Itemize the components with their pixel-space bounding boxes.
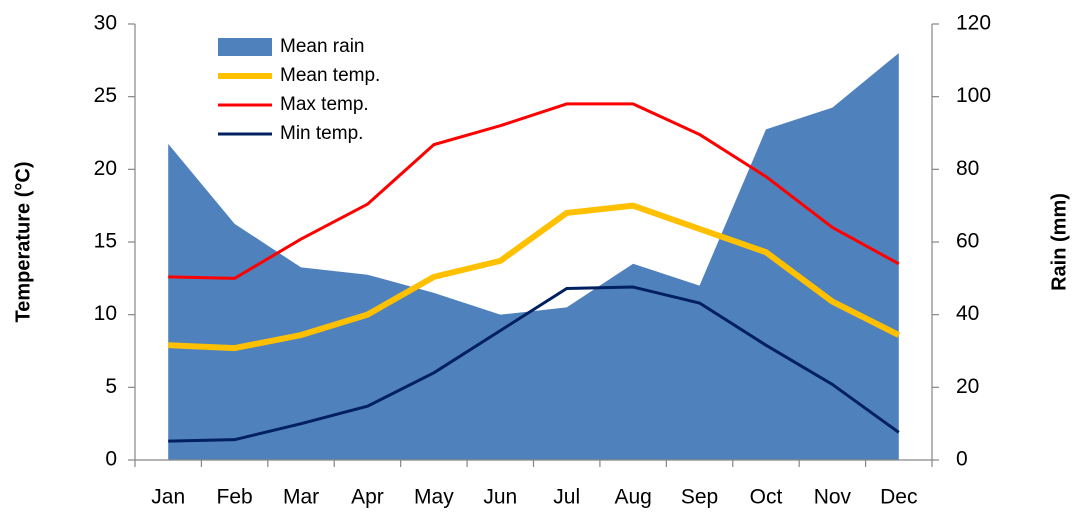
legend-swatch: [218, 38, 272, 56]
y2-tick-label: 120: [956, 12, 991, 35]
x-tick-label: Feb: [217, 486, 253, 509]
y2-axis-label: Rain (mm): [1048, 193, 1070, 291]
legend-label: Mean rain: [280, 36, 365, 57]
temp-line: [168, 285, 900, 443]
x-tick-label: Jul: [553, 486, 580, 509]
y-tick-label: 5: [105, 375, 117, 398]
x-tick-label: Dec: [880, 486, 917, 509]
legend-label: Mean temp.: [280, 65, 380, 86]
y-tick-label: 25: [94, 84, 117, 107]
x-tick-label: Oct: [750, 486, 783, 509]
y-tick-label: 15: [94, 230, 117, 253]
y2-tick-label: 0: [956, 448, 968, 471]
legend-label: Min temp.: [280, 123, 363, 144]
legend-label: Max temp.: [280, 94, 369, 115]
temp-line: [168, 202, 901, 352]
x-tick-label: Sep: [681, 486, 718, 509]
y2-tick-label: 20: [956, 375, 979, 398]
x-tick-label: Nov: [814, 486, 852, 509]
x-tick-label: Jan: [151, 486, 185, 509]
rain-area: [168, 53, 899, 461]
x-tick-label: May: [414, 486, 454, 509]
y-axis-label: Temperature (°C): [12, 162, 34, 323]
y-tick-label: 10: [94, 302, 117, 325]
y2-tick-label: 60: [956, 230, 979, 253]
y2-tick-label: 40: [956, 302, 979, 325]
y-tick-label: 0: [105, 448, 117, 471]
x-tick-label: Mar: [283, 486, 319, 509]
x-tick-label: Jun: [483, 486, 517, 509]
x-tick-label: Apr: [351, 486, 384, 509]
temp-line: [168, 102, 900, 280]
y-tick-label: 20: [94, 157, 117, 180]
y-tick-label: 30: [94, 12, 117, 35]
x-tick-label: Aug: [614, 486, 651, 509]
y2-tick-label: 80: [956, 157, 979, 180]
y2-tick-label: 100: [956, 84, 991, 107]
